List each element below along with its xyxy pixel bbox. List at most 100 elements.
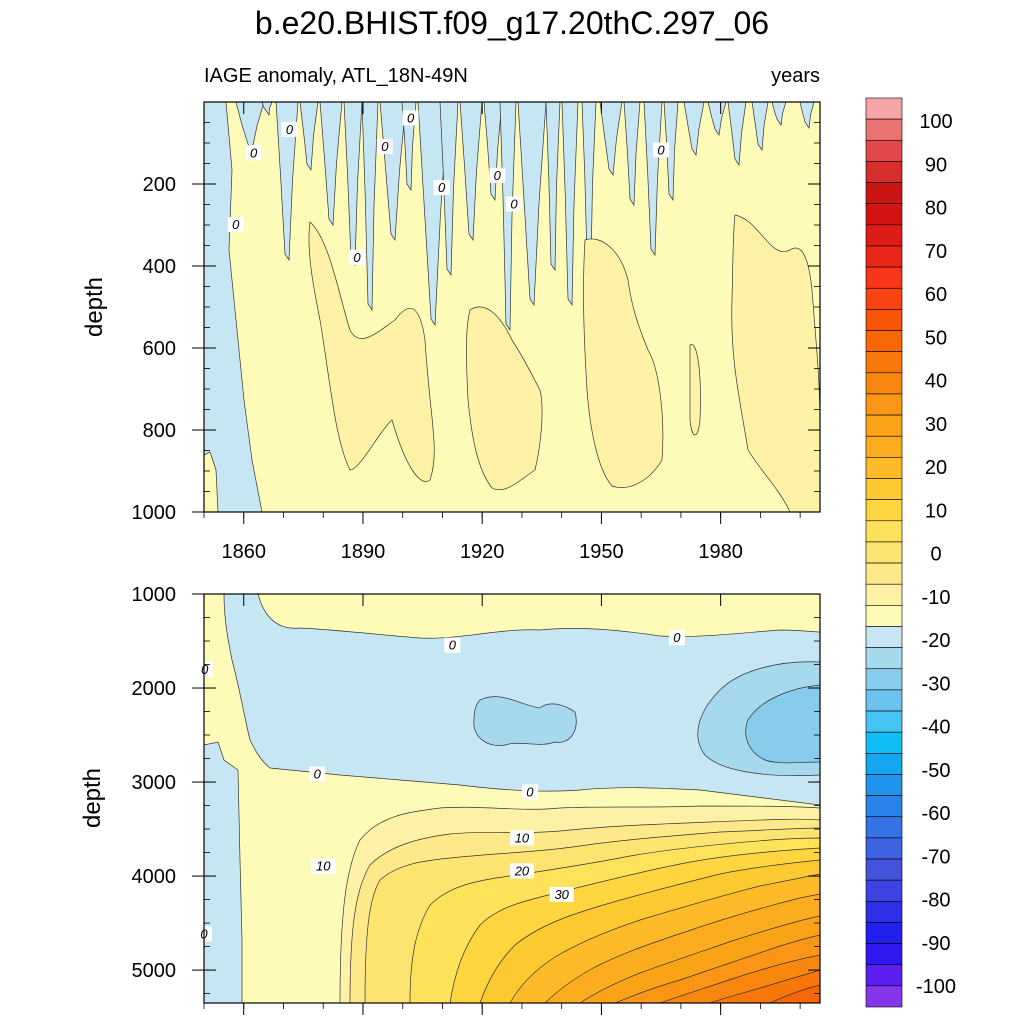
colorbar-cell (865, 457, 903, 479)
x-tick-label: 1860 (221, 541, 266, 563)
contour-label-box (376, 139, 393, 155)
colorbar-cell (865, 224, 903, 247)
colorbar-cell (865, 647, 903, 670)
upper-negative-spike (751, 102, 769, 152)
contour-label: 0 (494, 168, 502, 183)
colorbar-cell (865, 435, 903, 458)
colorbar-cell (865, 499, 903, 522)
upper-negative-spike (623, 102, 641, 207)
contour-label-box (402, 110, 419, 126)
colorbar-label: 70 (925, 241, 947, 263)
upper-positive-region (731, 214, 820, 512)
x-tick-label: 1890 (341, 541, 386, 563)
colorbar-cell (865, 330, 903, 352)
colorbar-cell (865, 626, 903, 648)
contour-label-box (509, 830, 534, 846)
upper-negative-spike (643, 102, 663, 257)
upper-negative-spike (499, 102, 517, 332)
contour-label: 0 (201, 662, 209, 677)
colorbar-label: 20 (925, 457, 947, 479)
colorbar-cell (865, 689, 903, 712)
contour-label: 0 (438, 180, 446, 195)
contour-label-box (309, 766, 326, 782)
y-tick-label: 400 (143, 256, 176, 278)
colorbar-label: 60 (925, 284, 947, 306)
colorbar-label: 0 (930, 544, 941, 566)
contour-label-box (489, 167, 506, 183)
colorbar-cell (865, 858, 903, 881)
upper-negative-spike (275, 102, 299, 262)
contour-label: 0 (286, 122, 294, 137)
upper-positive-region (583, 238, 664, 488)
colorbar-cell (865, 562, 903, 585)
colorbar-cell (865, 710, 903, 733)
upper-negative-spike (299, 102, 319, 172)
upper-negative-spike (599, 102, 623, 177)
colorbar-cell (865, 795, 903, 818)
colorbar-cell (865, 351, 903, 374)
y-tick-label: 3000 (132, 772, 177, 794)
colorbar-label: 100 (919, 111, 952, 133)
upper-subtitle-right: years (771, 65, 820, 87)
contour-label: 10 (515, 830, 530, 845)
contour-label: 0 (510, 197, 518, 212)
contour-label: 30 (554, 887, 569, 902)
colorbar-cell (865, 985, 903, 1008)
x-tick-label: 1920 (460, 541, 505, 563)
colorbar-cell (865, 309, 903, 331)
upper-positive-region (308, 221, 435, 482)
upper-negative-spike (545, 102, 561, 272)
y-tick-label: 5000 (132, 960, 177, 982)
upper-y-axis-label: depth (81, 277, 108, 337)
colorbar-cell (865, 816, 903, 839)
colorbar-cell (865, 161, 903, 183)
colorbar-label: -10 (922, 587, 951, 609)
colorbar-label: 30 (925, 414, 947, 436)
colorbar-cell (865, 605, 903, 627)
lower-y-axis-label: depth (79, 768, 106, 828)
colorbar-cell (865, 266, 903, 289)
colorbar-cell (865, 139, 903, 162)
colorbar-cell (865, 943, 903, 966)
colorbar-cell (865, 478, 903, 500)
contour-label-box (349, 249, 366, 265)
upper-negative-spike (417, 102, 449, 327)
y-tick-label: 1000 (132, 584, 177, 606)
contour-label-box (521, 784, 538, 800)
contour-label: 0 (449, 638, 457, 653)
upper-negative-spike (517, 102, 547, 307)
colorbar-cell (865, 393, 903, 416)
contour-label-box (196, 662, 213, 678)
upper-subtitle-left: IAGE anomaly, ATL_18N-49N (204, 65, 468, 87)
colorbar-cell (865, 97, 903, 120)
contour-label: 0 (381, 139, 389, 154)
upper-negative-spike (261, 102, 273, 117)
contour-label-box (549, 886, 574, 902)
y-tick-label: 4000 (132, 866, 177, 888)
lower-negative-left-edge (204, 741, 243, 1003)
upper-negative-spike (319, 102, 343, 227)
contour-label-box (281, 121, 298, 137)
colorbar-cell (865, 964, 903, 987)
contour-label: 20 (514, 863, 530, 878)
colorbar-cell (865, 753, 903, 775)
contour-label: 0 (657, 142, 665, 157)
contour-label: 0 (353, 250, 361, 265)
y-tick-label: 1000 (132, 502, 177, 524)
colorbar-label: 10 (925, 500, 947, 522)
upper-negative-spike (483, 102, 503, 202)
upper-positive-region (689, 344, 701, 436)
upper-negative-spike (561, 102, 579, 307)
colorbar-cell (865, 372, 903, 395)
y-tick-label: 200 (143, 174, 176, 196)
upper-negative-spike (799, 102, 815, 129)
y-tick-label: 600 (143, 338, 176, 360)
contour-label-box (245, 145, 262, 161)
figure-title: b.e20.BHIST.f09_g17.20thC.297_06 (255, 5, 769, 41)
colorbar-label: -90 (922, 933, 951, 955)
contour-label-box (509, 863, 534, 879)
colorbar-cell (865, 774, 903, 796)
upper-negative-spike (361, 102, 379, 312)
y-tick-label: 800 (143, 420, 176, 442)
